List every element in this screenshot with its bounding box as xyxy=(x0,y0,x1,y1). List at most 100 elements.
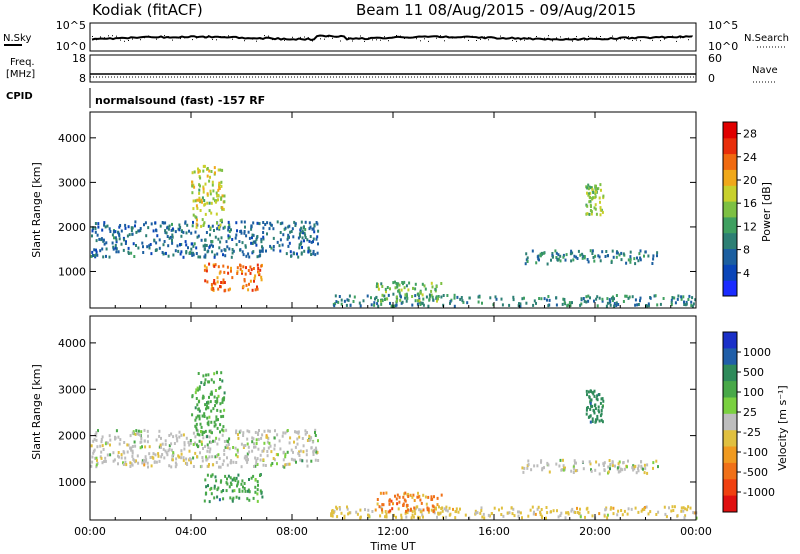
scatter-cell xyxy=(261,247,264,251)
scatter-cell xyxy=(208,435,211,439)
scatter-cell xyxy=(222,414,225,418)
noise-dot xyxy=(96,39,97,41)
scatter-cell xyxy=(123,238,126,242)
scatter-cell xyxy=(301,437,304,440)
scatter-cell xyxy=(594,203,597,207)
noise-dot xyxy=(492,37,493,39)
noise-dot xyxy=(588,35,589,37)
scatter-cell xyxy=(196,414,199,418)
scatter-cell xyxy=(427,304,430,308)
scatter-cell xyxy=(431,295,434,299)
scatter-cell xyxy=(303,249,306,253)
scatter-cell xyxy=(375,285,378,289)
scatter-cell xyxy=(191,253,194,257)
scatter-cell xyxy=(597,187,600,191)
scatter-cell xyxy=(198,409,201,413)
scatter-cell xyxy=(279,249,282,253)
noise-dot xyxy=(164,35,165,37)
scatter-cell xyxy=(403,280,406,284)
scatter-cell xyxy=(398,283,401,287)
scatter-cell xyxy=(487,513,490,517)
scatter-cell xyxy=(586,204,589,208)
scatter-cell xyxy=(554,249,557,253)
scatter-cell xyxy=(119,438,122,442)
scatter-cell xyxy=(245,458,248,462)
scatter-cell xyxy=(178,228,181,232)
scatter-cell xyxy=(219,423,222,427)
scatter-cell xyxy=(91,250,94,254)
scatter-cell xyxy=(236,270,239,274)
scatter-cell xyxy=(287,462,290,466)
scatter-cell xyxy=(561,468,564,472)
scatter-cell xyxy=(656,251,659,255)
scatter-cell xyxy=(124,226,127,230)
noise-dot xyxy=(116,35,117,37)
colorbar-segment xyxy=(723,280,737,297)
scatter-cell xyxy=(343,516,346,520)
x-tick-label: 12:00 xyxy=(377,525,409,538)
scatter-cell xyxy=(430,498,433,501)
scatter-cell xyxy=(610,261,613,264)
scatter-cell xyxy=(201,430,204,434)
scatter-cell xyxy=(314,253,317,257)
scatter-cell xyxy=(597,405,600,409)
scatter-cell xyxy=(362,299,365,303)
scatter-cell xyxy=(206,404,208,408)
scatter-cell xyxy=(620,258,623,262)
noise-dot xyxy=(304,36,305,38)
scatter-cell xyxy=(348,294,351,298)
scatter-cell xyxy=(453,304,456,308)
scatter-cell xyxy=(385,491,388,495)
scatter-cell xyxy=(623,509,626,513)
scatter-cell xyxy=(547,295,550,298)
scatter-cell xyxy=(356,512,359,516)
scatter-cell xyxy=(527,514,530,518)
scatter-cell xyxy=(227,220,230,224)
scatter-cell xyxy=(519,302,522,306)
scatter-cell xyxy=(286,450,289,454)
scatter-cell xyxy=(266,450,269,453)
scatter-cell xyxy=(422,303,425,307)
scatter-cell xyxy=(407,288,410,292)
scatter-cell xyxy=(244,444,247,447)
scatter-cell xyxy=(508,511,511,515)
scatter-cell xyxy=(171,241,174,245)
scatter-cell xyxy=(577,249,580,253)
scatter-cell xyxy=(300,226,303,230)
scatter-cell xyxy=(535,301,537,305)
scatter-cell xyxy=(594,207,597,211)
scatter-cell xyxy=(525,301,528,305)
scatter-cell xyxy=(396,493,399,497)
scatter-cell xyxy=(104,459,107,463)
colorbar-tick-label: 24 xyxy=(743,151,757,164)
scatter-cell xyxy=(103,223,106,227)
scatter-cell xyxy=(134,444,137,448)
scatter-cell xyxy=(295,460,297,464)
scatter-cell xyxy=(615,304,618,307)
scatter-cell xyxy=(263,429,266,433)
scatter-cell xyxy=(152,452,155,456)
scatter-cell xyxy=(306,439,309,442)
scatter-cell xyxy=(540,459,543,463)
scatter-cell xyxy=(297,255,300,259)
scatter-cell xyxy=(456,295,459,299)
scatter-cell xyxy=(264,464,267,467)
scatter-cell xyxy=(616,513,619,517)
scatter-cell xyxy=(141,459,144,463)
scatter-cell xyxy=(694,298,697,302)
scatter-cell xyxy=(454,516,457,520)
scatter-cell xyxy=(221,400,224,404)
colorbar-segment xyxy=(723,185,737,202)
scatter-cell xyxy=(414,299,417,303)
scatter-cell xyxy=(178,455,181,459)
scatter-cell xyxy=(102,448,105,451)
scatter-cell xyxy=(296,442,299,446)
scatter-cell xyxy=(213,439,216,443)
scatter-cell xyxy=(547,304,550,308)
scatter-cell xyxy=(379,491,382,495)
scatter-cell xyxy=(477,295,480,299)
colorbar-tick-label: 100 xyxy=(743,386,764,399)
scatter-cell xyxy=(212,439,214,443)
scatter-cell xyxy=(190,251,193,255)
scatter-cell xyxy=(404,491,407,495)
